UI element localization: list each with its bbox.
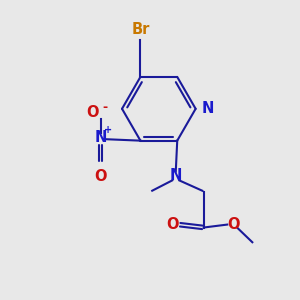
Text: N: N [202,101,214,116]
Text: N: N [169,169,182,184]
Text: O: O [86,105,99,120]
Text: O: O [94,169,107,184]
Text: N: N [94,130,107,145]
Text: -: - [103,101,108,114]
Text: O: O [167,217,179,232]
Text: +: + [104,125,112,135]
Text: Br: Br [131,22,150,37]
Text: O: O [227,217,239,232]
